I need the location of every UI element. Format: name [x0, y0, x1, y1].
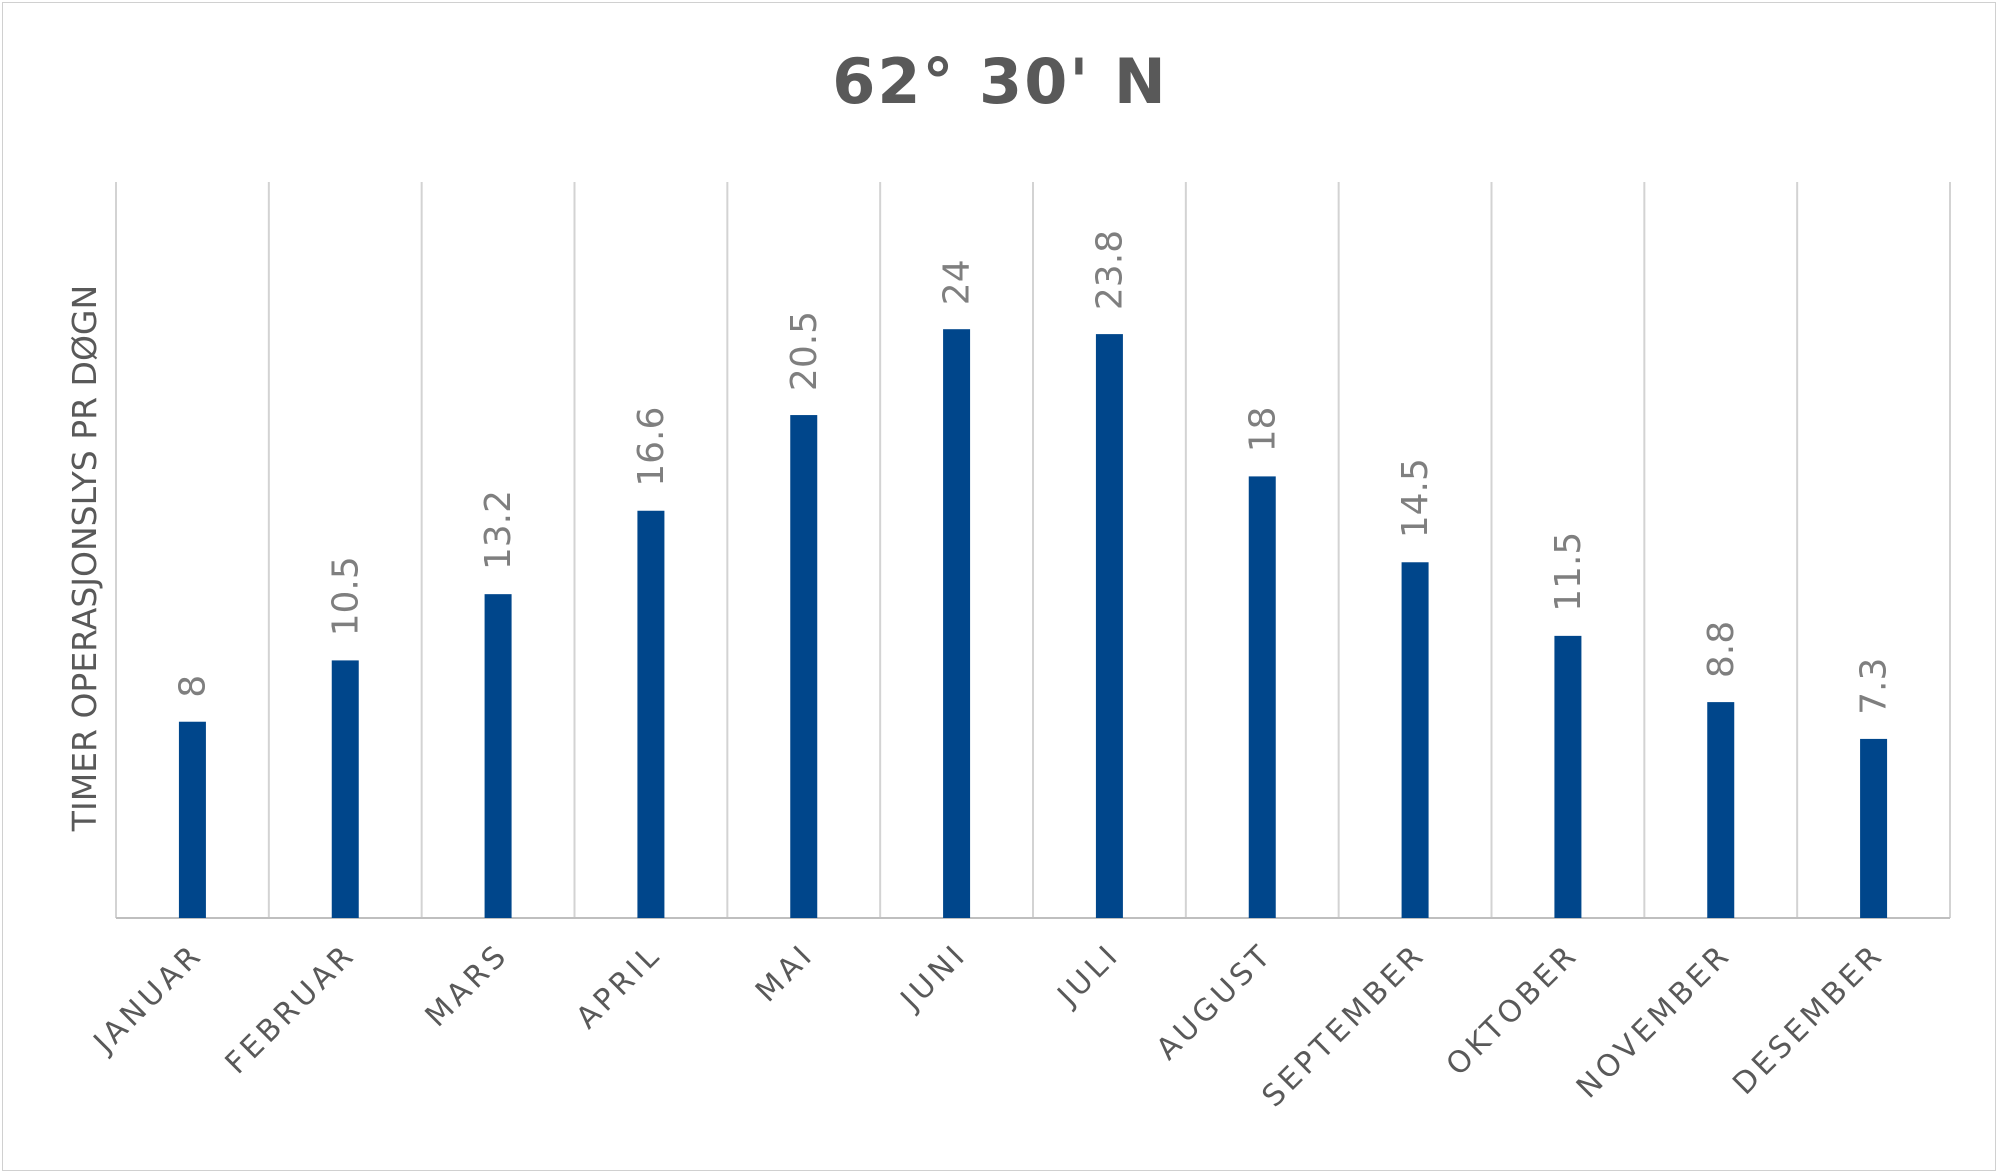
bar-januar: [178, 721, 206, 918]
category-label: FEBRUAR: [219, 937, 363, 1081]
data-label: 11.5: [1548, 532, 1589, 612]
data-label: 24: [937, 259, 978, 305]
bar-oktober: [1554, 635, 1582, 918]
bar-juni: [943, 329, 971, 918]
bar-november: [1707, 702, 1735, 918]
data-label: 20.5: [784, 311, 825, 391]
data-label: 7.3: [1854, 658, 1895, 715]
data-labels: 8 10.5 13.2 16.6 20.5 24 23.8 18 14.5 11.5 8.8 7.3: [172, 230, 1894, 715]
data-label: 8: [172, 675, 213, 698]
bars: [178, 329, 1888, 918]
bar-september: [1401, 562, 1429, 918]
bar-desember: [1860, 738, 1888, 918]
grid-lines: [115, 182, 1951, 918]
category-label: SEPTEMBER: [1256, 937, 1433, 1114]
category-label: OKTOBER: [1440, 937, 1586, 1083]
data-label: 18: [1242, 407, 1283, 453]
category-label: MAI: [749, 937, 821, 1009]
data-label: 13.2: [478, 490, 519, 570]
category-label: JUNI: [893, 937, 974, 1018]
data-label: 14.5: [1395, 458, 1436, 538]
category-label: MARS: [419, 937, 516, 1034]
category-label: JULI: [1050, 937, 1127, 1014]
data-label: 8.8: [1701, 621, 1742, 678]
category-label: NOVEMBER: [1570, 937, 1738, 1105]
bar-april: [637, 510, 665, 918]
data-label: 16.6: [631, 407, 672, 487]
category-label: APRIL: [570, 937, 669, 1036]
bar-februar: [331, 660, 359, 918]
category-label: DESEMBER: [1726, 937, 1891, 1102]
data-label: 23.8: [1089, 230, 1130, 310]
category-label: JANUAR: [86, 937, 210, 1061]
data-label: 10.5: [325, 556, 366, 636]
bar-juli: [1095, 334, 1123, 918]
y-axis-title: TIMER OPERASJONSLYS PR DØGN: [65, 285, 104, 832]
category-label: AUGUST: [1150, 937, 1280, 1067]
bar-mars: [484, 594, 512, 918]
bar-august: [1248, 476, 1276, 918]
bar-mai: [790, 415, 818, 918]
category-labels: JANUAR FEBRUAR MARS APRIL MAI JUNI JULI AUGUSTS…: [86, 937, 1891, 1114]
chart-title: 62° 30' N: [832, 45, 1168, 118]
